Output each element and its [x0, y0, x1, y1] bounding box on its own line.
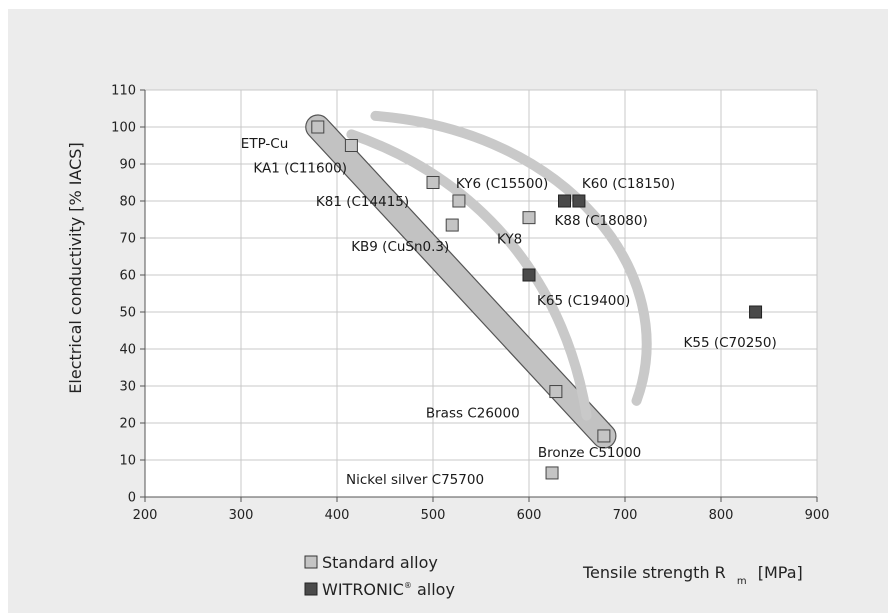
y-tick-label: 10 — [119, 454, 136, 469]
point-labels-layer: ETP-Cu KA1 (C11600) KY6 (C15500) K81 (C1441… — [241, 136, 777, 488]
standard-alloy-point — [522, 211, 536, 225]
standard-alloy-point — [549, 385, 563, 399]
standard-alloy-point — [452, 194, 466, 208]
point-label: KA1 (C11600) — [253, 161, 347, 177]
witronic-alloy-point — [522, 268, 536, 282]
point-label: KY8 — [497, 232, 522, 248]
point-label: ETP-Cu — [241, 136, 288, 152]
y-axis-title: Electrical conductivity [% IACS] — [66, 142, 85, 393]
point-label: Nickel silver C75700 — [346, 472, 484, 488]
y-tick-label: 50 — [119, 306, 136, 321]
x-tick-label: 200 — [133, 508, 158, 523]
point-label: Brass C26000 — [426, 406, 520, 422]
y-tick-label: 110 — [111, 84, 136, 99]
y-tick-label: 80 — [119, 195, 136, 210]
points-layer — [311, 120, 763, 480]
witronic-alloy-point — [749, 305, 763, 319]
legend-label-witronic: WITRONIC® alloy — [322, 580, 455, 599]
point-label: K88 (C18080) — [555, 213, 648, 229]
trend-band — [305, 114, 617, 449]
y-tick-label: 30 — [119, 380, 136, 395]
y-tick-label: 90 — [119, 158, 136, 173]
x-tick-label: 700 — [613, 508, 638, 523]
point-label: K65 (C19400) — [537, 293, 630, 309]
x-tick-label: 300 — [229, 508, 254, 523]
y-tick-label: 20 — [119, 417, 136, 432]
standard-alloy-point — [597, 429, 611, 443]
point-label: K81 (C14415) — [316, 194, 409, 210]
standard-alloy-point — [445, 218, 459, 232]
point-label: KB9 (CuSn0.3) — [351, 239, 449, 255]
x-tick-label: 500 — [421, 508, 446, 523]
x-tick-label: 900 — [805, 508, 830, 523]
point-label: Bronze C51000 — [538, 445, 641, 461]
y-tick-label: 0 — [128, 491, 136, 506]
y-tick-label: 40 — [119, 343, 136, 358]
chart-figure: 0 10 20 30 40 50 60 70 80 90 100 110 200 300 400 500 600… — [8, 9, 888, 613]
axes-layer: 0 10 20 30 40 50 60 70 80 90 100 110 200 300 400 500 600… — [111, 84, 829, 524]
legend-label-standard: Standard alloy — [322, 553, 438, 572]
witronic-alloy-point — [572, 194, 586, 208]
trend-arc-inner — [346, 129, 592, 421]
scatter-chart: 0 10 20 30 40 50 60 70 80 90 100 110 200 300 400 500 600… — [66, 84, 829, 600]
grid-layer — [145, 89, 818, 497]
point-label: K60 (C18150) — [582, 176, 675, 192]
x-axis-title: Tensile strength R m [MPa] — [582, 563, 803, 588]
standard-alloy-point — [426, 176, 440, 189]
point-label: K55 (C70250) — [684, 335, 777, 351]
trend-arc-outer — [370, 110, 652, 406]
x-axis-title-unit: [MPa] — [758, 563, 803, 582]
legend-swatch-witronic — [304, 582, 318, 596]
trend-overlay — [305, 110, 652, 449]
standard-alloy-point — [545, 466, 559, 480]
x-tick-label: 600 — [517, 508, 542, 523]
legend: Standard alloy WITRONIC® alloy — [304, 553, 455, 599]
x-axis-title-main: Tensile strength R — [582, 563, 726, 582]
x-tick-label: 400 — [325, 508, 350, 523]
standard-alloy-point — [311, 120, 325, 134]
y-tick-label: 70 — [119, 232, 136, 247]
x-tick-label: 800 — [709, 508, 734, 523]
y-tick-label: 100 — [111, 121, 136, 136]
x-axis-title-subscript: m — [737, 576, 747, 587]
standard-alloy-point — [344, 139, 358, 152]
legend-swatch-standard — [304, 555, 318, 569]
point-label: KY6 (C15500) — [456, 176, 548, 192]
witronic-alloy-point — [558, 194, 572, 208]
y-tick-label: 60 — [119, 269, 136, 284]
